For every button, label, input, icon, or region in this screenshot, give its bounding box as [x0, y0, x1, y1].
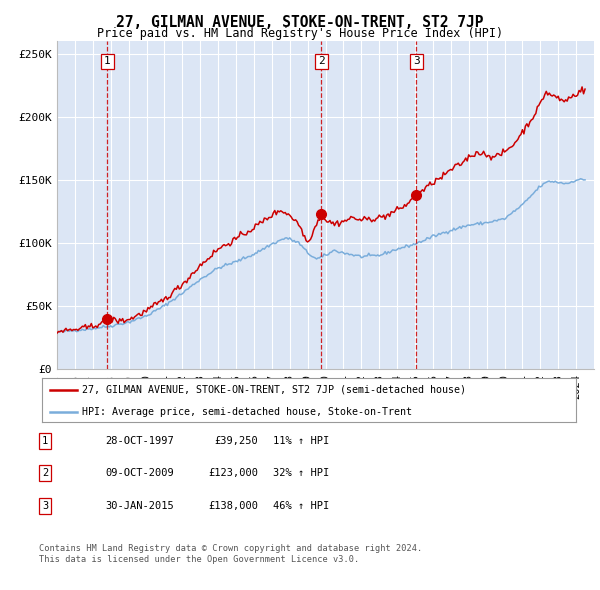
Text: 32% ↑ HPI: 32% ↑ HPI [273, 468, 329, 478]
Text: 3: 3 [42, 501, 48, 510]
Text: Price paid vs. HM Land Registry's House Price Index (HPI): Price paid vs. HM Land Registry's House … [97, 27, 503, 40]
Text: 1: 1 [104, 57, 111, 67]
Text: 3: 3 [413, 57, 420, 67]
Text: 1: 1 [42, 436, 48, 445]
Text: 28-OCT-1997: 28-OCT-1997 [105, 436, 174, 445]
Text: Contains HM Land Registry data © Crown copyright and database right 2024.: Contains HM Land Registry data © Crown c… [39, 545, 422, 553]
Text: 2: 2 [42, 468, 48, 478]
Text: This data is licensed under the Open Government Licence v3.0.: This data is licensed under the Open Gov… [39, 555, 359, 564]
Text: 27, GILMAN AVENUE, STOKE-ON-TRENT, ST2 7JP: 27, GILMAN AVENUE, STOKE-ON-TRENT, ST2 7… [116, 15, 484, 30]
Text: 11% ↑ HPI: 11% ↑ HPI [273, 436, 329, 445]
Text: HPI: Average price, semi-detached house, Stoke-on-Trent: HPI: Average price, semi-detached house,… [82, 407, 412, 417]
Text: 2: 2 [318, 57, 325, 67]
Text: 09-OCT-2009: 09-OCT-2009 [105, 468, 174, 478]
Text: £39,250: £39,250 [214, 436, 258, 445]
Text: 46% ↑ HPI: 46% ↑ HPI [273, 501, 329, 510]
Text: £123,000: £123,000 [208, 468, 258, 478]
Text: 27, GILMAN AVENUE, STOKE-ON-TRENT, ST2 7JP (semi-detached house): 27, GILMAN AVENUE, STOKE-ON-TRENT, ST2 7… [82, 385, 466, 395]
Text: 30-JAN-2015: 30-JAN-2015 [105, 501, 174, 510]
Text: £138,000: £138,000 [208, 501, 258, 510]
